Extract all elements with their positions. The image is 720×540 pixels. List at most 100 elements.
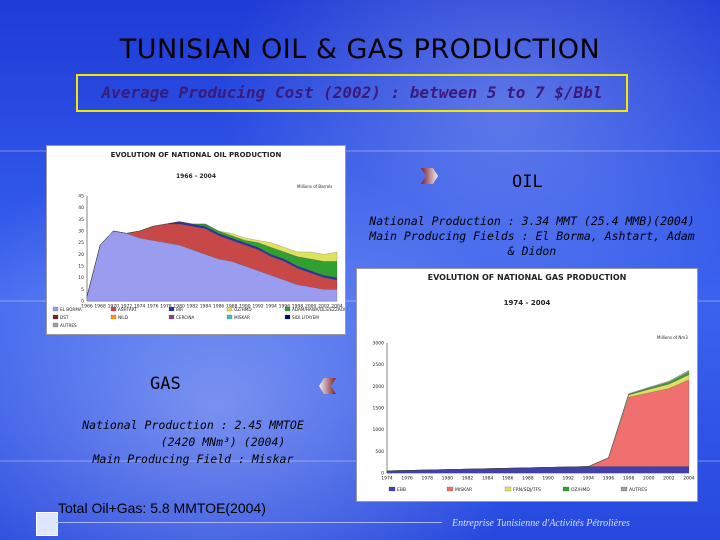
- legend-swatch: [562, 486, 570, 492]
- oil-line-3: & Didon: [507, 244, 557, 258]
- y-tick-label: 0: [81, 299, 84, 305]
- oil-line-1: National Production : 3.34 MMT (25.4 MMB…: [369, 214, 695, 228]
- legend-swatch: [110, 314, 117, 320]
- x-tick-label: 1994: [265, 304, 277, 310]
- x-tick-label: 1986: [213, 304, 225, 310]
- x-tick-label: 1974: [381, 476, 393, 482]
- x-tick-label: 1980: [173, 304, 185, 310]
- x-tick-label: 1998: [623, 476, 635, 482]
- x-tick-label: 1970: [108, 304, 120, 310]
- legend-swatch: [52, 314, 59, 320]
- gas-heading: GAS: [150, 374, 181, 394]
- legend-label: DST: [60, 315, 69, 320]
- legend-label: BIR: [176, 307, 183, 312]
- y-tick-label: 1500: [373, 406, 385, 412]
- x-tick-label: 1992: [252, 304, 264, 310]
- gas-chart-svg: 0 500 1000 1500 2000 2500 3000 1974 1976 1978 1980…: [373, 341, 695, 494]
- legend-swatch: [620, 486, 628, 492]
- y-tick-label: 5: [81, 287, 84, 293]
- series-area-autres: [86, 221, 338, 297]
- x-tick-label: 2004: [683, 476, 695, 482]
- legend-swatch: [168, 314, 175, 320]
- gas-chart-title: EVOLUTION OF NATIONAL GAS PRODUCTION: [427, 273, 627, 282]
- x-tick-label: 1988: [226, 304, 238, 310]
- x-tick-label: 1982: [187, 304, 199, 310]
- x-tick-label: 1984: [482, 476, 494, 482]
- oil-production-chart: EVOLUTION OF NATIONAL OIL PRODUCTION 196…: [46, 145, 346, 335]
- gas-bullet-icon: [319, 378, 336, 394]
- x-tick-label: 1990: [542, 476, 554, 482]
- x-tick-label: 1992: [562, 476, 574, 482]
- legend-label: MISKAR: [455, 487, 472, 493]
- footer-company-name: Entreprise Tunisienne d'Activités Pétrol…: [452, 518, 630, 529]
- oil-heading: OIL: [512, 172, 543, 192]
- x-tick-label: 1966: [81, 304, 93, 310]
- gas-chart-subtitle: 1974 - 2004: [503, 299, 551, 307]
- y-tick-label: 1000: [373, 427, 385, 433]
- company-logo: [36, 512, 58, 536]
- legend-swatch: [504, 486, 512, 492]
- x-tick-label: 1996: [603, 476, 615, 482]
- legend-label: MISKAR: [234, 315, 250, 320]
- x-tick-label: 2004: [331, 304, 343, 310]
- y-tick-label: 10: [78, 275, 84, 281]
- x-tick-label: 2002: [663, 476, 675, 482]
- oil-chart-subtitle: 1966 - 2004: [175, 173, 217, 180]
- gas-line-2: (2420 MNm³) (2004): [160, 435, 286, 449]
- y-tick-label: 2000: [373, 384, 385, 390]
- legend-label: OZ/HMD: [571, 487, 590, 493]
- x-tick-label: 1988: [522, 476, 534, 482]
- oil-line-2: Main Producing Fields : El Borma, Ashtar…: [369, 229, 695, 243]
- legend-swatch: [168, 306, 175, 312]
- x-tick-label: 1994: [583, 476, 595, 482]
- cost-box: Average Producing Cost (2002) : between …: [76, 74, 628, 112]
- legend-label: ADAM/HAWA/DLS/EZZAOUIA: [292, 307, 345, 312]
- page-title: TUNISIAN OIL & GAS PRODUCTION: [119, 34, 601, 65]
- x-tick-label: 1980: [442, 476, 454, 482]
- oil-bullet-icon: [421, 168, 438, 184]
- x-tick-label: 1990: [239, 304, 251, 310]
- y-tick-label: 45: [78, 194, 84, 200]
- legend-swatch: [226, 306, 233, 312]
- legend-label: AUTRES: [629, 487, 647, 493]
- total-production: Total Oil+Gas: 5.8 MMTOE(2004): [58, 500, 266, 516]
- x-tick-label: 1968: [94, 304, 106, 310]
- legend-swatch: [110, 306, 117, 312]
- x-tick-label: 1972: [121, 304, 133, 310]
- y-tick-label: 2500: [373, 362, 385, 368]
- y-tick-label: 500: [375, 449, 384, 455]
- legend-swatch: [226, 314, 233, 320]
- legend-swatch: [284, 314, 291, 320]
- footer-divider: [56, 522, 442, 523]
- y-tick-label: 25: [78, 240, 84, 246]
- legend-label: EL BORMA: [60, 307, 82, 312]
- gas-details: National Production : 2.45 MMTOE (2420 M…: [48, 417, 338, 468]
- cost-text: Average Producing Cost (2002) : between …: [101, 83, 603, 102]
- x-tick-label: 1986: [502, 476, 514, 482]
- oil-details: National Production : 3.34 MMT (25.4 MMB…: [348, 214, 716, 259]
- x-tick-label: 1982: [462, 476, 474, 482]
- legend-swatch: [388, 486, 396, 492]
- legend-label: AUTRES: [60, 323, 77, 328]
- y-tick-label: 35: [78, 217, 84, 223]
- oil-chart-unit: Millions of Barrels: [297, 184, 333, 189]
- y-tick-label: 40: [78, 205, 84, 211]
- legend-label: OZ/HMD: [234, 307, 252, 312]
- oil-chart-title: EVOLUTION OF NATIONAL OIL PRODUCTION: [110, 151, 282, 159]
- series-area-autres: [386, 370, 690, 471]
- y-tick-label: 30: [78, 229, 84, 235]
- x-tick-label: 2000: [643, 476, 655, 482]
- y-tick-label: 3000: [373, 341, 385, 347]
- legend-swatch: [284, 306, 291, 312]
- y-tick-label: 20: [78, 252, 84, 258]
- x-tick-label: 2000: [305, 304, 317, 310]
- series-area-ebb: [386, 466, 690, 474]
- legend-swatch: [52, 322, 59, 328]
- legend-swatch: [52, 306, 59, 312]
- x-tick-label: 1996: [279, 304, 291, 310]
- y-tick-label: 0: [381, 471, 384, 477]
- x-tick-label: 1978: [160, 304, 172, 310]
- y-tick-label: 15: [78, 264, 84, 270]
- gas-line-3: Main Producing Field : Miskar: [92, 452, 294, 466]
- x-tick-label: 1976: [147, 304, 159, 310]
